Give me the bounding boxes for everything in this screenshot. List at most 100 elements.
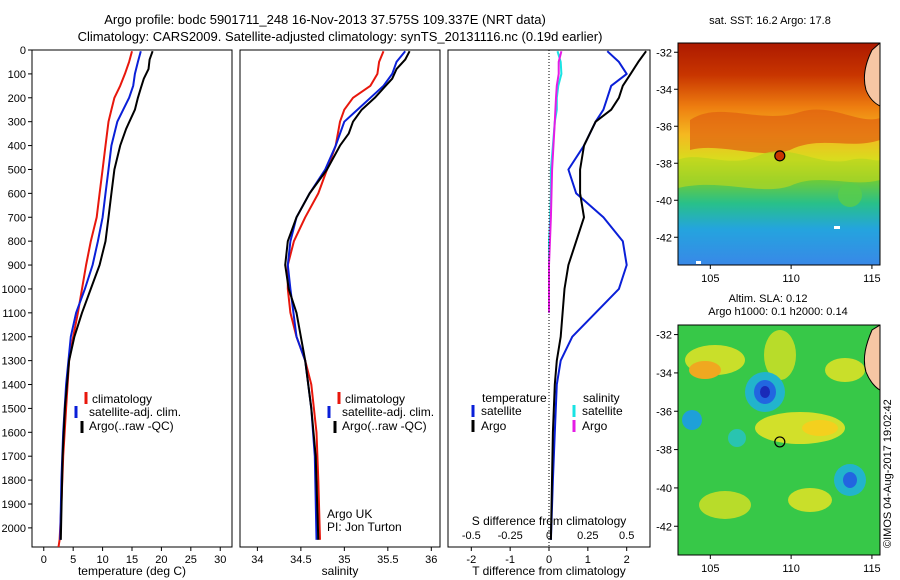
profile-lines-group: [57, 50, 647, 548]
legend-argo-label: Argo(..raw -QC): [89, 419, 174, 433]
map-x-tick-label: 110: [782, 563, 800, 575]
salinity-panel-frame: [239, 49, 441, 548]
temperature-xlabel: temperature (deg C): [78, 564, 186, 578]
map-y-tick-label: -42: [656, 232, 672, 244]
map-x-tick-label: 115: [863, 273, 881, 285]
profile-line: [548, 50, 563, 313]
map-y-tick-label: -38: [656, 445, 672, 457]
map-x-tick-label: 110: [782, 273, 800, 285]
x-tick-label: 25: [185, 554, 197, 566]
sla-map-title: Altim. SLA: 0.12: [729, 293, 808, 305]
depth-tick-label: 300: [8, 117, 26, 129]
map-x-tick-label: 115: [863, 563, 881, 575]
sla-argo-marker: [774, 436, 786, 448]
x-tick-label: -2: [466, 554, 476, 566]
x-tick-label: 35.5: [377, 554, 398, 566]
x-tick-label: 15: [126, 554, 138, 566]
x-tick-label: 1: [585, 554, 591, 566]
x-tick-label: 10: [96, 554, 108, 566]
s-diff-tick-label: 0.25: [577, 530, 598, 542]
sla-high: [825, 358, 865, 382]
depth-tick-label: 1900: [2, 499, 26, 511]
sst-warm-patch: [690, 109, 880, 154]
x-tick-label: 20: [155, 554, 167, 566]
depth-tick-label: 600: [8, 188, 26, 200]
axes-group: 0100200300400500600700800900100011001200…: [2, 45, 635, 566]
sst-green-eddy: [838, 183, 862, 207]
legend-salinity-header: salinity: [583, 391, 620, 405]
imos-watermark: ©IMOS 04-Aug-2017 19:02:42: [882, 399, 894, 548]
map-y-tick-label: -32: [656, 330, 672, 342]
sst-front: [678, 151, 880, 190]
x-tick-label: 0: [41, 554, 47, 566]
map-x-tick-label: 105: [701, 273, 719, 285]
depth-tick-label: 400: [8, 141, 26, 153]
map-y-tick-label: -36: [656, 406, 672, 418]
map-x-tick-label: 105: [701, 563, 719, 575]
map-y-tick-label: -36: [656, 121, 672, 133]
depth-tick-label: 2000: [2, 523, 26, 535]
map-y-tick-label: -38: [656, 158, 672, 170]
x-tick-label: 35: [338, 554, 350, 566]
profile-line: [59, 50, 154, 540]
sla-high: [802, 420, 838, 436]
sla-map-ticks: 105 110 115 -32 -34 -36 -38 -40 -42: [656, 330, 881, 575]
sla-low: [760, 386, 770, 398]
profile-line: [286, 50, 385, 540]
x-tick-label: 34.5: [290, 554, 311, 566]
map-y-tick-label: -34: [656, 84, 672, 96]
x-tick-label: -1: [505, 554, 515, 566]
depth-tick-label: 100: [8, 69, 26, 81]
profile-line: [57, 50, 133, 548]
profile-line: [284, 50, 411, 540]
legend-climatology-label: climatology: [345, 392, 405, 406]
x-tick-label: 2: [624, 554, 630, 566]
sla-high: [788, 488, 832, 512]
sst-map-ticks: 105 110 115 -32 -34 -36 -38 -40 -42: [656, 47, 881, 285]
salinity-legend: climatology satellite-adj. clim. Argo(..…: [327, 392, 434, 534]
depth-tick-label: 1200: [2, 332, 26, 344]
sst-map: sat. SST: 16.2 Argo: 17.8 105 110 115 -32 -3…: [656, 15, 881, 285]
sst-missing-pixel: [696, 261, 701, 264]
legend-s-argo-label: Argo: [582, 419, 608, 433]
profile-line: [549, 50, 647, 540]
sst-map-frame: [677, 42, 881, 266]
depth-tick-label: 0: [20, 45, 26, 57]
sst-argo-marker: [774, 150, 786, 162]
legend-temperature-header: temperature: [482, 391, 547, 405]
coastline-sla: [863, 325, 880, 391]
figure-title-line2: Climatology: CARS2009. Satellite-adjuste…: [78, 29, 603, 44]
x-tick-label: 5: [70, 554, 76, 566]
legend-satellite-label: satellite-adj. clim.: [89, 405, 181, 419]
sla-low: [682, 410, 702, 430]
legend-t-satellite-label: satellite: [481, 404, 522, 418]
sla-low: [843, 472, 857, 488]
profile-line: [286, 50, 406, 540]
map-y-tick-label: -42: [656, 521, 672, 533]
s-diff-tick-label: -0.25: [498, 530, 523, 542]
map-y-tick-label: -40: [656, 483, 672, 495]
legend-t-argo-label: Argo: [481, 419, 507, 433]
depth-tick-label: 1800: [2, 475, 26, 487]
difference-xlabel: T difference from climatology: [472, 564, 626, 578]
salinity-xlabel: salinity: [322, 564, 359, 578]
x-tick-label: 30: [214, 554, 226, 566]
profile-line: [549, 50, 628, 540]
depth-tick-label: 1500: [2, 403, 26, 415]
sla-high: [764, 330, 796, 380]
depth-tick-label: 1700: [2, 451, 26, 463]
map-y-tick-label: -40: [656, 195, 672, 207]
sst-missing-pixel: [834, 226, 840, 229]
sla-map-frame: [677, 324, 881, 556]
sla-map: Altim. SLA: 0.12 Argo h1000: 0.1 h2000: …: [656, 293, 881, 575]
sst-map-title: sat. SST: 16.2 Argo: 17.8: [709, 15, 831, 27]
depth-tick-label: 800: [8, 236, 26, 248]
sla-high: [699, 491, 751, 519]
depth-tick-label: 200: [8, 93, 26, 105]
x-tick-label: 36: [425, 554, 437, 566]
depth-tick-label: 500: [8, 164, 26, 176]
sla-low: [728, 429, 746, 447]
legend-argo-label: Argo(..raw -QC): [342, 419, 427, 433]
depth-tick-label: 900: [8, 260, 26, 272]
